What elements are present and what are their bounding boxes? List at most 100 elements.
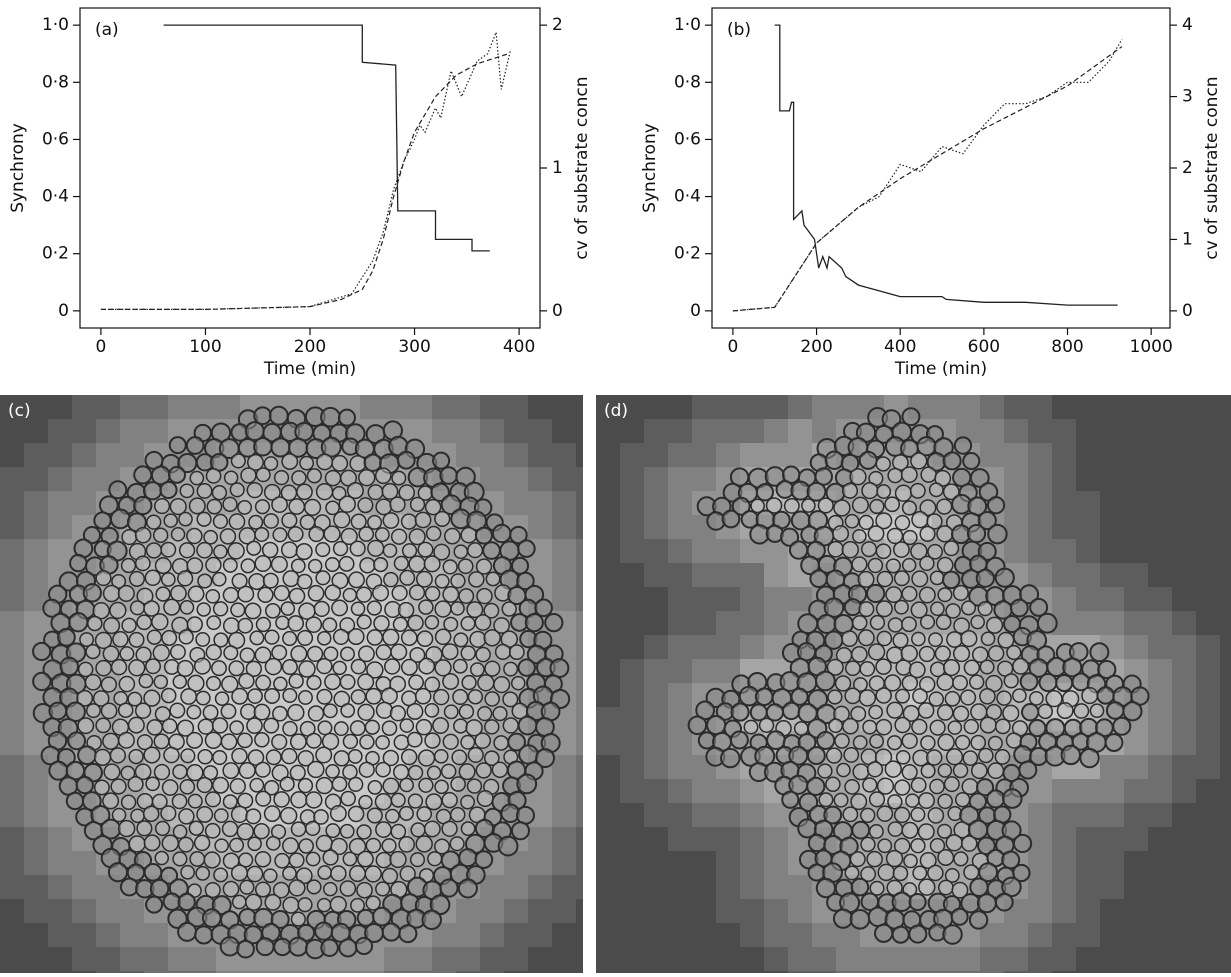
cell bbox=[223, 470, 239, 486]
glow-block bbox=[812, 923, 836, 947]
cell bbox=[410, 822, 426, 838]
cell bbox=[857, 570, 875, 588]
glow-block bbox=[0, 659, 24, 683]
cell bbox=[910, 601, 928, 619]
cell bbox=[145, 776, 160, 792]
glow-block bbox=[740, 803, 764, 827]
cell bbox=[197, 718, 214, 735]
cell bbox=[535, 748, 556, 769]
cell bbox=[94, 631, 113, 650]
cell bbox=[929, 719, 946, 736]
glow-block bbox=[836, 971, 860, 973]
cell bbox=[254, 526, 270, 542]
cell bbox=[868, 824, 884, 839]
cell bbox=[111, 807, 127, 823]
cell bbox=[307, 558, 323, 574]
cell bbox=[743, 719, 759, 735]
glow-block bbox=[24, 803, 48, 827]
cell bbox=[365, 837, 382, 854]
glow-block bbox=[552, 827, 576, 851]
cell bbox=[382, 749, 400, 767]
cell bbox=[421, 909, 442, 931]
cell bbox=[270, 909, 290, 929]
glow-block bbox=[692, 803, 716, 827]
cell bbox=[381, 922, 401, 942]
cell bbox=[492, 705, 508, 722]
cell bbox=[375, 701, 393, 719]
cell bbox=[942, 570, 961, 590]
cell bbox=[434, 659, 452, 677]
glow-block bbox=[644, 755, 668, 779]
cell bbox=[754, 687, 774, 707]
cell bbox=[893, 837, 911, 855]
cell bbox=[288, 587, 306, 605]
cell bbox=[287, 526, 304, 543]
glow-block bbox=[576, 467, 583, 491]
glow-block bbox=[620, 515, 644, 539]
cell bbox=[970, 734, 987, 751]
cell bbox=[299, 455, 315, 471]
cell bbox=[238, 761, 256, 780]
cell bbox=[852, 763, 870, 781]
glow-block bbox=[480, 947, 504, 971]
glow-block bbox=[908, 947, 932, 971]
cell bbox=[885, 586, 903, 604]
glow-block bbox=[264, 971, 288, 973]
cell bbox=[443, 616, 459, 632]
glow-block bbox=[576, 659, 583, 683]
cell bbox=[866, 583, 886, 604]
glow-block bbox=[0, 611, 24, 635]
y-tick-label: 0·2 bbox=[42, 244, 69, 264]
cell bbox=[262, 572, 279, 589]
glow-block bbox=[576, 827, 583, 851]
cell bbox=[280, 601, 296, 616]
glow-block bbox=[620, 755, 644, 779]
cell bbox=[857, 629, 875, 647]
cell bbox=[442, 733, 459, 750]
cell bbox=[827, 540, 845, 558]
glow-block bbox=[764, 443, 788, 467]
cell bbox=[1012, 863, 1031, 883]
cell bbox=[942, 659, 961, 677]
glow-block bbox=[956, 971, 980, 973]
cell bbox=[861, 482, 879, 500]
cell bbox=[460, 616, 476, 632]
y-tick-label: 0 bbox=[690, 301, 701, 321]
cell bbox=[475, 762, 492, 779]
cell bbox=[449, 836, 465, 852]
cell bbox=[108, 480, 128, 500]
cell bbox=[265, 749, 282, 766]
glow-block bbox=[740, 563, 764, 587]
glow-block bbox=[908, 971, 932, 973]
glow-block bbox=[1172, 683, 1196, 707]
cell bbox=[389, 496, 406, 513]
cell bbox=[186, 557, 204, 575]
cell bbox=[342, 733, 359, 750]
cell bbox=[254, 850, 272, 868]
cell bbox=[502, 691, 519, 708]
cell bbox=[143, 746, 161, 764]
cell bbox=[1028, 690, 1044, 706]
cell bbox=[798, 792, 819, 813]
cell bbox=[76, 689, 94, 707]
cell bbox=[783, 497, 800, 514]
glow-block bbox=[576, 851, 583, 875]
glow-block bbox=[740, 611, 764, 635]
glow-block bbox=[504, 899, 528, 923]
glow-block bbox=[480, 395, 504, 419]
cell bbox=[220, 733, 238, 751]
cell bbox=[323, 525, 341, 543]
cell bbox=[996, 690, 1012, 706]
glow-block bbox=[692, 587, 716, 611]
y-axis-label: Synchrony bbox=[640, 123, 660, 213]
glow-block bbox=[1076, 827, 1100, 851]
glow-block bbox=[192, 947, 216, 971]
cell bbox=[371, 906, 392, 927]
cell bbox=[275, 615, 290, 630]
cell bbox=[168, 436, 187, 455]
cell bbox=[325, 500, 340, 516]
cell bbox=[453, 632, 469, 648]
glow-block bbox=[1052, 779, 1076, 803]
cell bbox=[230, 602, 246, 618]
cell bbox=[942, 451, 962, 471]
